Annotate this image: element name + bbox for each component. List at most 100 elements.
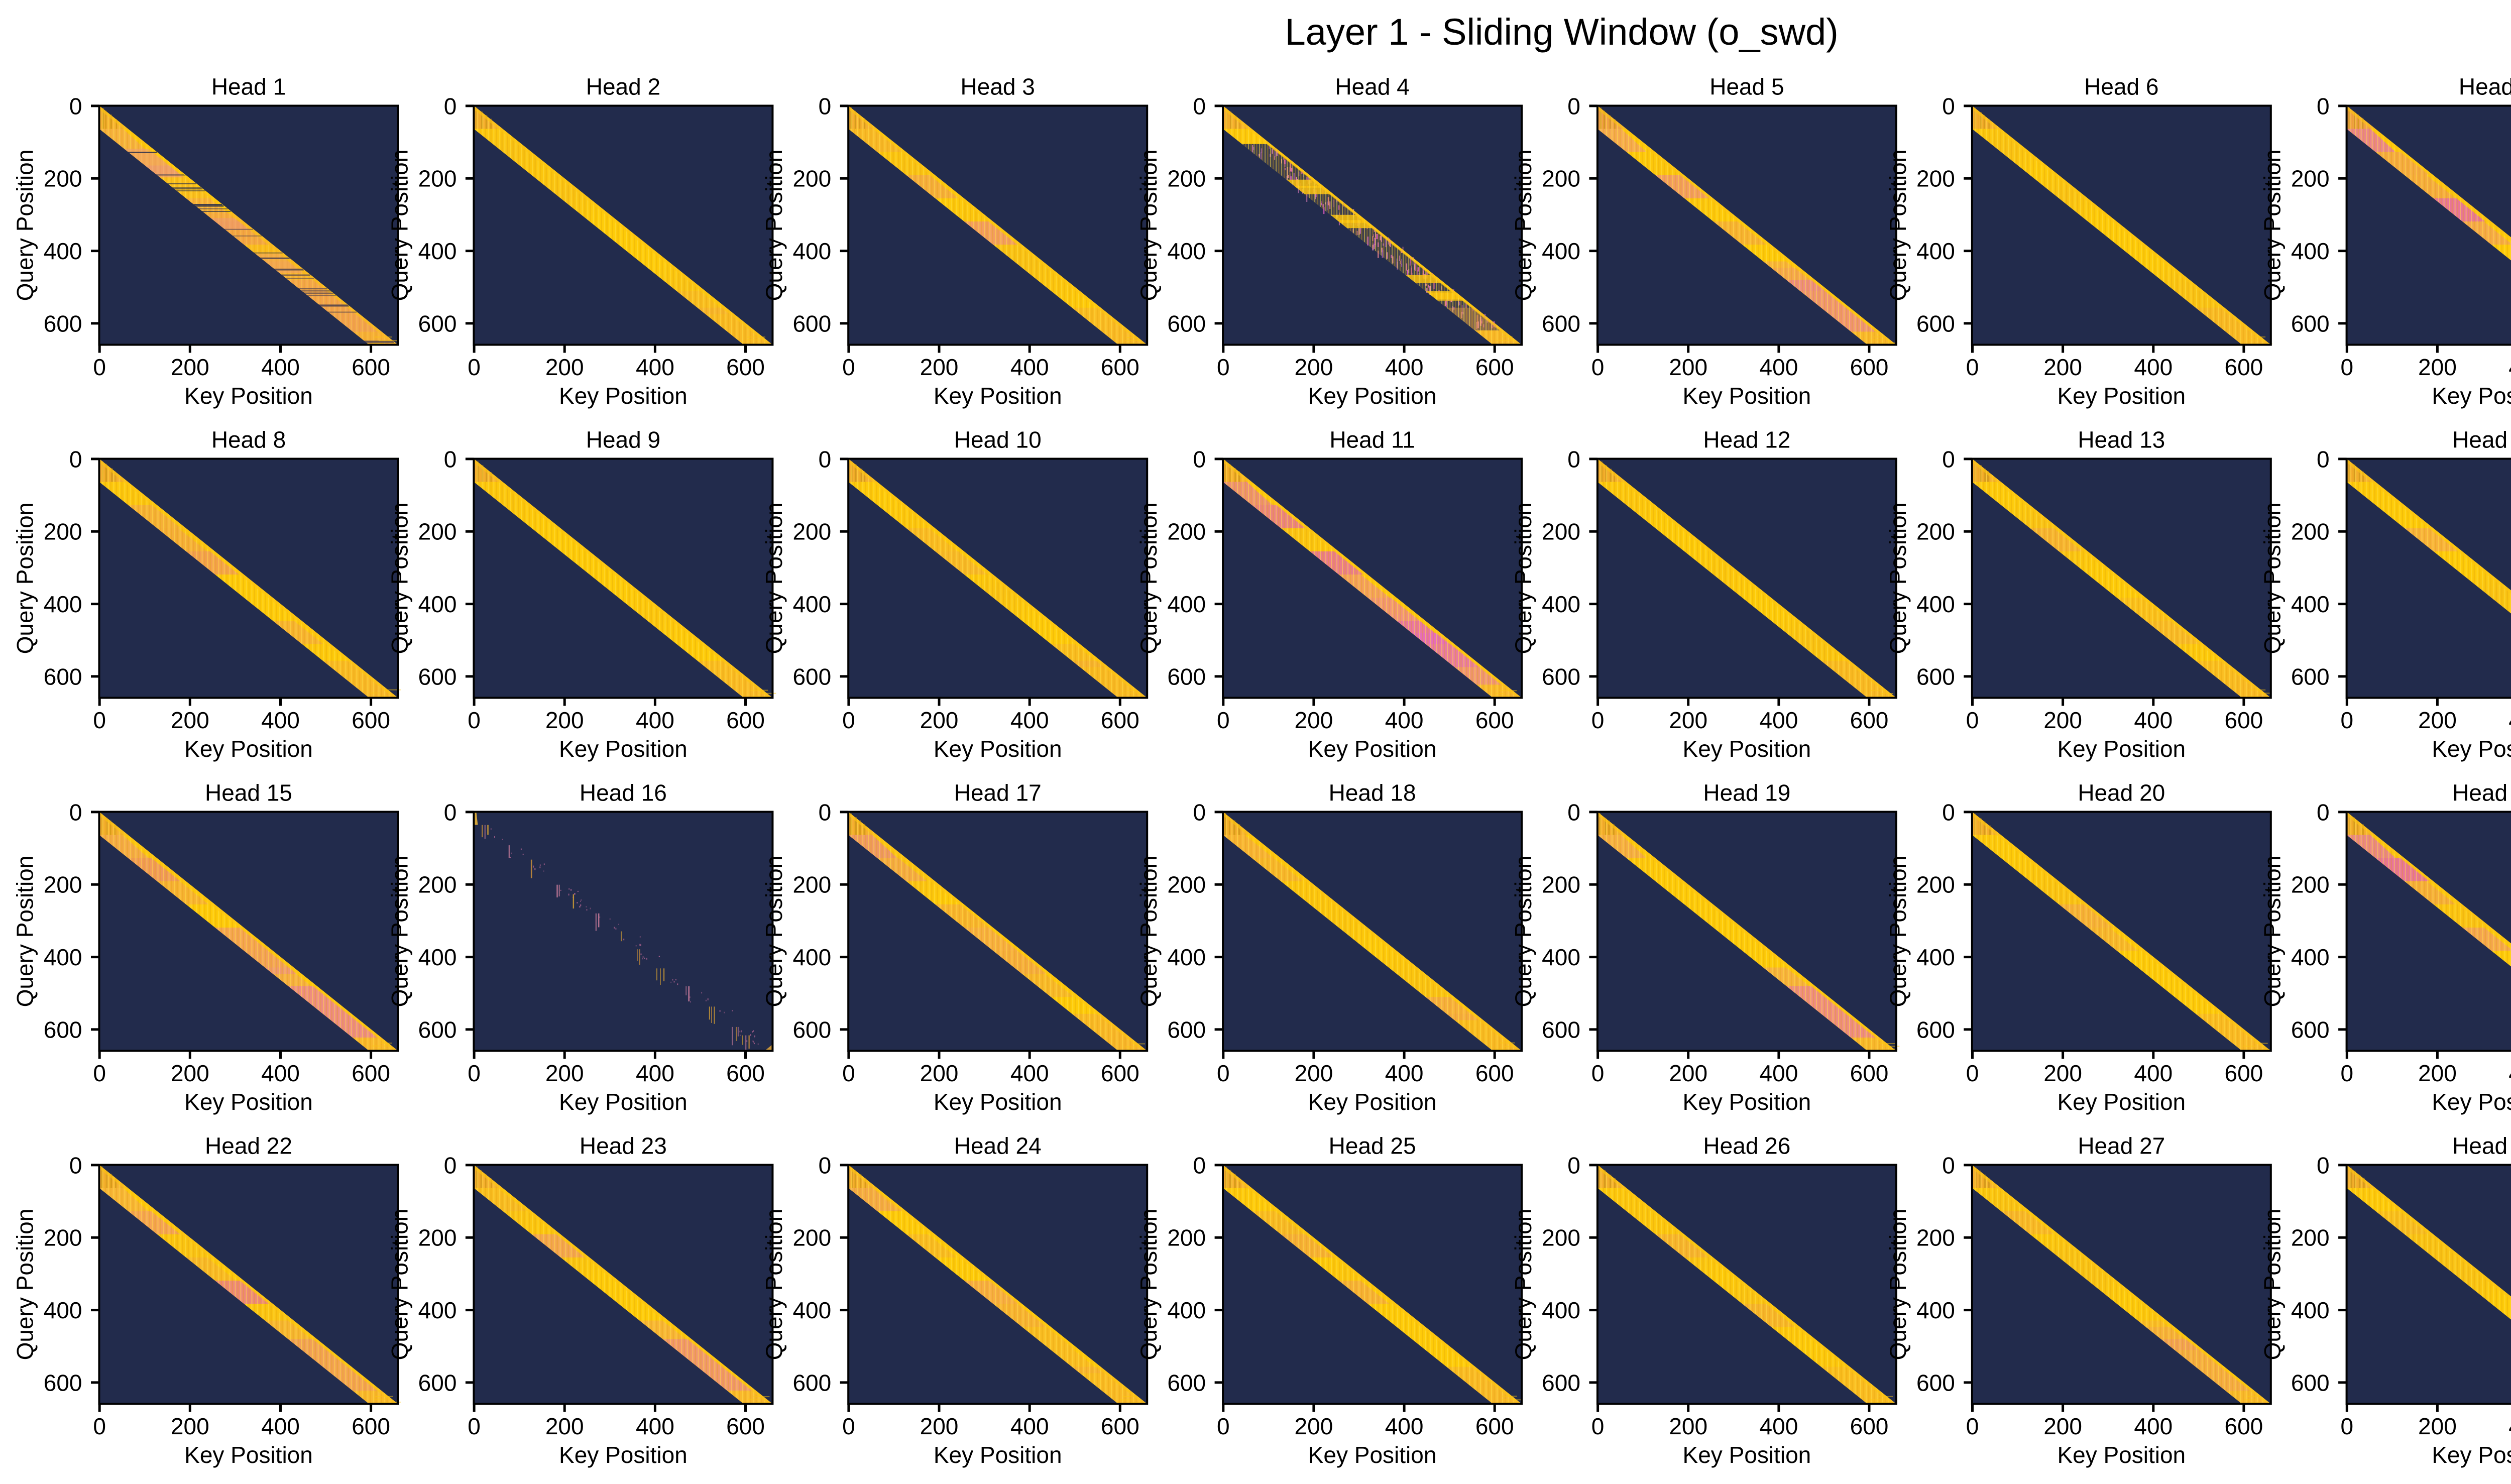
svg-text:Key Position: Key Position xyxy=(184,1442,313,1468)
svg-text:200: 200 xyxy=(418,1225,457,1251)
svg-text:200: 200 xyxy=(545,707,584,733)
svg-text:400: 400 xyxy=(418,238,457,264)
svg-text:600: 600 xyxy=(352,1060,390,1086)
svg-text:400: 400 xyxy=(2291,1297,2330,1323)
svg-text:400: 400 xyxy=(1010,354,1049,380)
svg-text:600: 600 xyxy=(1475,354,1514,380)
svg-text:0: 0 xyxy=(1942,1152,1955,1178)
svg-text:400: 400 xyxy=(1167,591,1206,617)
svg-text:400: 400 xyxy=(1760,707,1798,733)
svg-text:600: 600 xyxy=(44,310,82,336)
svg-text:0: 0 xyxy=(819,1152,832,1178)
svg-text:Query Position: Query Position xyxy=(12,856,38,1007)
svg-text:400: 400 xyxy=(636,1060,674,1086)
svg-text:600: 600 xyxy=(44,1016,82,1043)
svg-text:200: 200 xyxy=(1916,872,1955,898)
svg-text:0: 0 xyxy=(1567,1152,1580,1178)
svg-text:Key Position: Key Position xyxy=(934,1089,1062,1115)
svg-text:200: 200 xyxy=(1669,1413,1707,1439)
svg-text:400: 400 xyxy=(44,944,82,970)
svg-text:200: 200 xyxy=(545,1060,584,1086)
svg-text:400: 400 xyxy=(1167,944,1206,970)
svg-text:Query Position: Query Position xyxy=(1510,150,1536,301)
svg-text:400: 400 xyxy=(792,944,831,970)
svg-text:Key Position: Key Position xyxy=(1308,1089,1437,1115)
svg-text:400: 400 xyxy=(44,1297,82,1323)
svg-text:200: 200 xyxy=(792,166,831,192)
svg-text:Query Position: Query Position xyxy=(1885,150,1911,301)
svg-text:0: 0 xyxy=(1942,93,1955,119)
svg-text:400: 400 xyxy=(1385,707,1424,733)
svg-text:Head 1: Head 1 xyxy=(211,74,286,100)
svg-text:0: 0 xyxy=(2317,1152,2330,1178)
svg-text:600: 600 xyxy=(1101,707,1139,733)
svg-text:400: 400 xyxy=(44,238,82,264)
svg-text:400: 400 xyxy=(2134,1413,2173,1439)
svg-text:0: 0 xyxy=(93,354,106,380)
svg-text:200: 200 xyxy=(418,519,457,545)
svg-text:Key Position: Key Position xyxy=(1683,383,1811,409)
svg-text:200: 200 xyxy=(171,1413,209,1439)
svg-text:200: 200 xyxy=(1542,1225,1580,1251)
svg-text:200: 200 xyxy=(2043,354,2082,380)
svg-text:400: 400 xyxy=(1916,944,1955,970)
svg-text:200: 200 xyxy=(2418,707,2457,733)
svg-text:200: 200 xyxy=(545,1413,584,1439)
svg-text:Key Position: Key Position xyxy=(559,736,688,762)
svg-text:200: 200 xyxy=(2043,1060,2082,1086)
svg-text:600: 600 xyxy=(1850,707,1889,733)
svg-text:200: 200 xyxy=(1916,519,1955,545)
svg-text:400: 400 xyxy=(2291,944,2330,970)
svg-text:Head 14: Head 14 xyxy=(2452,427,2511,453)
svg-text:200: 200 xyxy=(418,872,457,898)
svg-text:Key Position: Key Position xyxy=(559,1442,688,1468)
svg-text:Head 17: Head 17 xyxy=(954,780,1042,806)
svg-text:200: 200 xyxy=(920,707,959,733)
svg-text:Head 24: Head 24 xyxy=(954,1133,1042,1159)
svg-text:0: 0 xyxy=(1567,93,1580,119)
svg-text:0: 0 xyxy=(2341,707,2354,733)
svg-text:400: 400 xyxy=(1760,354,1798,380)
svg-text:200: 200 xyxy=(2043,707,2082,733)
svg-text:400: 400 xyxy=(2291,591,2330,617)
svg-text:200: 200 xyxy=(920,1060,959,1086)
svg-text:400: 400 xyxy=(636,707,674,733)
svg-text:Key Position: Key Position xyxy=(2432,1442,2511,1468)
svg-text:Head 27: Head 27 xyxy=(2078,1133,2165,1159)
svg-text:0: 0 xyxy=(1217,1413,1230,1439)
svg-text:200: 200 xyxy=(1167,1225,1206,1251)
svg-text:400: 400 xyxy=(418,1297,457,1323)
svg-text:200: 200 xyxy=(171,1060,209,1086)
svg-text:600: 600 xyxy=(2291,310,2330,336)
svg-text:Query Position: Query Position xyxy=(1885,856,1911,1007)
svg-text:200: 200 xyxy=(1542,872,1580,898)
svg-text:0: 0 xyxy=(842,1060,855,1086)
svg-text:400: 400 xyxy=(1385,1413,1424,1439)
svg-text:Head 13: Head 13 xyxy=(2078,427,2165,453)
svg-text:0: 0 xyxy=(1193,799,1206,825)
svg-text:400: 400 xyxy=(1010,1060,1049,1086)
svg-text:0: 0 xyxy=(1217,707,1230,733)
svg-text:600: 600 xyxy=(1167,663,1206,690)
svg-text:Head 19: Head 19 xyxy=(1703,780,1790,806)
svg-text:0: 0 xyxy=(444,1152,457,1178)
svg-text:Query Position: Query Position xyxy=(1510,856,1536,1007)
svg-text:0: 0 xyxy=(1966,354,1979,380)
svg-text:400: 400 xyxy=(261,707,300,733)
svg-text:600: 600 xyxy=(418,663,457,690)
svg-text:Key Position: Key Position xyxy=(1308,736,1437,762)
svg-text:0: 0 xyxy=(819,446,832,472)
svg-text:Key Position: Key Position xyxy=(2432,736,2511,762)
svg-text:400: 400 xyxy=(2508,707,2511,733)
svg-text:Query Position: Query Position xyxy=(761,150,787,301)
svg-text:600: 600 xyxy=(2225,707,2263,733)
svg-text:0: 0 xyxy=(444,446,457,472)
svg-text:0: 0 xyxy=(1193,446,1206,472)
svg-text:Head 11: Head 11 xyxy=(1329,427,1415,453)
svg-text:600: 600 xyxy=(726,707,765,733)
svg-text:200: 200 xyxy=(1295,1060,1333,1086)
svg-text:0: 0 xyxy=(1217,354,1230,380)
svg-text:0: 0 xyxy=(69,446,82,472)
svg-text:Query Position: Query Position xyxy=(386,503,412,654)
svg-text:0: 0 xyxy=(468,354,481,380)
